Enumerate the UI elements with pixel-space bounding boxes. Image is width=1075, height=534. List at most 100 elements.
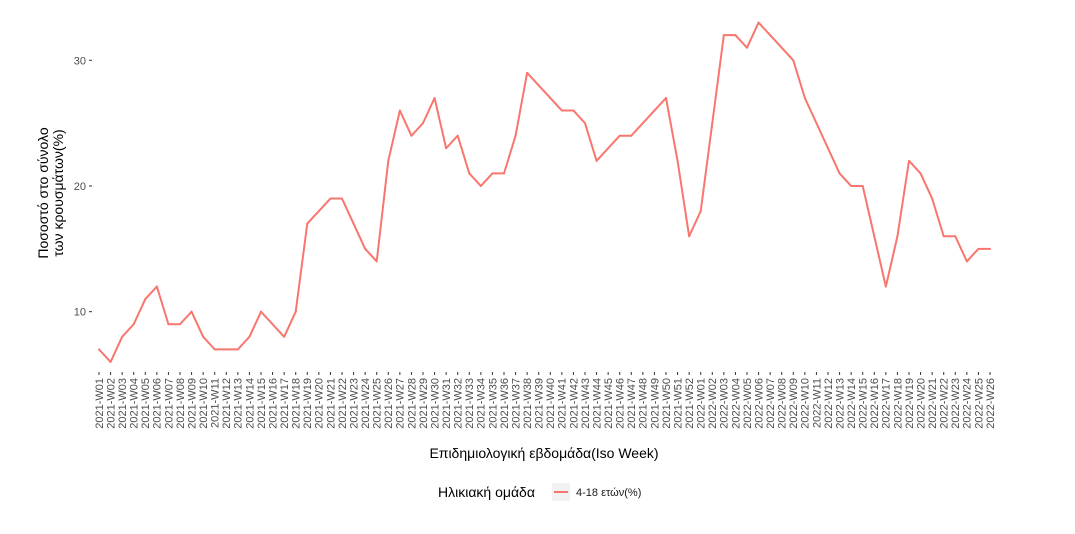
data-point	[746, 46, 748, 49]
x-tick-label: 2021-W29	[418, 378, 430, 429]
data-point	[283, 335, 286, 338]
data-point	[734, 34, 737, 37]
data-point	[202, 335, 205, 338]
x-tick-label: 2021-W46	[615, 378, 627, 429]
data-point	[167, 323, 170, 326]
data-point	[873, 235, 876, 238]
x-tick-label: 2022-W15	[858, 378, 870, 429]
data-point	[595, 159, 598, 162]
data-point	[132, 323, 135, 326]
series-line	[98, 21, 990, 363]
x-tick-label: 2021-W41	[557, 378, 569, 429]
data-point	[757, 21, 760, 24]
x-tick-label: 2021-W21	[325, 378, 337, 429]
data-point	[965, 260, 968, 263]
x-tick-label: 2022-W24	[962, 378, 974, 429]
data-point	[977, 247, 980, 250]
y-axis-title-line-2: των κρουσμάτων(%)	[50, 129, 66, 256]
data-point	[711, 122, 714, 125]
x-tick-label: 2021-W05	[140, 378, 152, 429]
data-point	[780, 46, 783, 49]
data-point	[618, 134, 621, 137]
data-point	[236, 348, 239, 351]
data-point	[98, 348, 100, 351]
data-point	[479, 184, 482, 187]
legend-title: Ηλικιακή ομάδα	[438, 484, 535, 500]
x-tick-label: 2021-W44	[591, 378, 603, 429]
x-tick-label: 2021-W40	[545, 378, 557, 429]
data-point	[861, 184, 864, 187]
data-point	[213, 348, 216, 351]
x-tick-label: 2022-W23	[950, 378, 962, 429]
x-tick-label: 2021-W24	[360, 378, 372, 429]
data-point	[341, 197, 343, 200]
data-point	[445, 147, 448, 150]
data-point	[549, 96, 552, 99]
x-tick-label: 2021-W15	[256, 378, 268, 429]
data-point	[109, 360, 112, 363]
x-axis: 2021-W01 2021-W02 2021-W03 2021-W04 2021-W05…	[94, 372, 997, 429]
x-tick-label: 2022-W07	[765, 378, 777, 429]
legend: Ηλικιακή ομάδα 4-18 ετών(%)	[438, 483, 641, 501]
data-point	[769, 34, 772, 37]
x-tick-label: 2022-W18	[892, 378, 904, 429]
data-point	[260, 310, 262, 313]
x-tick-label: 2022-W09	[788, 378, 800, 429]
data-point	[294, 310, 297, 313]
x-tick-label: 2021-W03	[117, 378, 129, 429]
x-tick-label: 2021-W13	[233, 378, 245, 429]
x-tick-label: 2021-W14	[244, 378, 256, 429]
x-tick-label: 2021-W37	[510, 378, 522, 429]
x-tick-label: 2021-W10	[198, 378, 210, 429]
x-tick-label: 2021-W25	[372, 378, 384, 429]
x-tick-label: 2022-W08	[777, 378, 789, 429]
x-tick-label: 2021-W31	[441, 378, 453, 429]
data-point	[306, 222, 309, 225]
data-point	[942, 235, 945, 238]
data-point	[919, 172, 922, 175]
x-tick-label: 2022-W06	[753, 378, 765, 429]
x-tick-label: 2021-W33	[464, 378, 476, 429]
data-point	[722, 34, 725, 37]
y-axis-title: Ποσοστό στο σύνολο των κρουσμάτων(%)	[35, 127, 66, 258]
data-point	[630, 134, 633, 137]
data-point	[572, 109, 575, 112]
x-tick-label: 2022-W13	[834, 378, 846, 429]
x-tick-label: 2021-W35	[487, 378, 499, 429]
data-point	[792, 59, 795, 62]
data-point	[641, 122, 644, 125]
y-axis: 10 20 30	[74, 55, 92, 319]
data-point	[468, 172, 471, 175]
x-tick-label: 2021-W12	[221, 378, 233, 429]
x-tick-label: 2021-W28	[406, 378, 418, 429]
data-point	[514, 134, 517, 137]
data-point	[410, 134, 413, 137]
data-point	[537, 84, 540, 87]
x-tick-label: 2021-W27	[395, 378, 407, 429]
x-tick-label: 2021-W38	[522, 378, 534, 429]
x-tick-label: 2022-W12	[823, 378, 835, 429]
x-tick-label: 2022-W25	[973, 378, 985, 429]
data-point	[225, 348, 228, 351]
data-point	[456, 134, 459, 137]
data-point	[329, 197, 332, 200]
data-point	[364, 247, 367, 250]
data-point	[560, 109, 563, 112]
x-tick-label: 2021-W49	[649, 378, 661, 429]
data-point	[989, 247, 991, 250]
x-tick-label: 2021-W36	[499, 378, 511, 429]
y-tick-label: 30	[74, 55, 86, 67]
y-tick-label: 20	[74, 181, 86, 193]
x-tick-label: 2021-W22	[337, 378, 349, 429]
data-point	[665, 96, 667, 99]
x-tick-label: 2021-W30	[429, 378, 441, 429]
data-point	[653, 109, 656, 112]
x-tick-label: 2022-W20	[915, 378, 927, 429]
data-point	[179, 323, 181, 326]
x-tick-label: 2022-W26	[985, 378, 997, 429]
x-tick-label: 2022-W17	[881, 378, 893, 429]
data-point	[803, 96, 806, 99]
data-point	[850, 184, 853, 187]
y-axis-title-line-1: Ποσοστό στο σύνολο	[35, 127, 51, 258]
